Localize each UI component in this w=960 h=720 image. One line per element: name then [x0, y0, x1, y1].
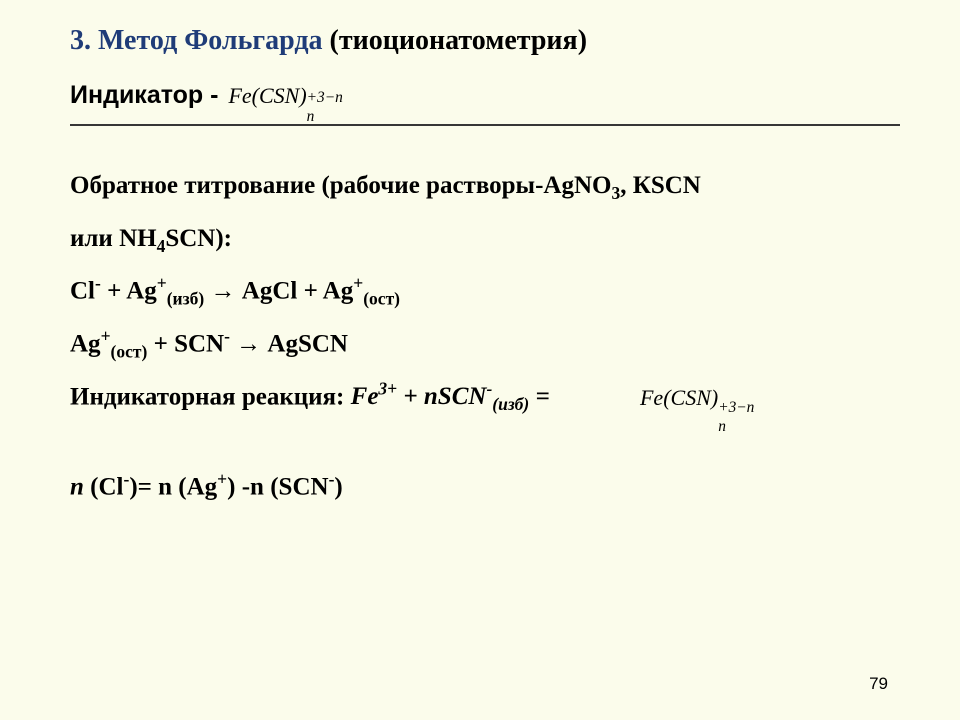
formula-sup: +3−n	[307, 89, 343, 107]
eq1-ag-sup: +	[157, 273, 167, 293]
eq2-arrow: →	[230, 330, 268, 357]
divider	[70, 124, 900, 126]
eq4-mid2: ) -n (SСN	[227, 474, 328, 501]
eq3-italic: Fe3+ + nSCN-(изб) =	[351, 383, 556, 410]
intro-part3-suffix: SCN):	[165, 225, 232, 252]
formula-sub: n	[307, 108, 315, 126]
eq3-plus-n: + nSCN	[397, 383, 486, 410]
eq1-ost: (ост)	[363, 288, 400, 308]
eq3-result-formula: Fe(CSN)+3−nn	[636, 375, 718, 421]
formula-base: Fe(CSN)	[228, 83, 306, 108]
eq3-izb: (изб)	[492, 394, 529, 414]
eq2-ag-sup: +	[101, 326, 111, 346]
slide: 3. Метод Фольгарда (тиоционатометрия) Ин…	[0, 0, 960, 720]
eq1-plus: + Ag	[101, 277, 157, 304]
eq1-ag-sup2: +	[353, 273, 363, 293]
eq3-equals: =	[529, 383, 556, 410]
eq4-n-open: n	[70, 474, 90, 501]
body-text: Обратное титрование (рабочие растворы-Ag…	[70, 160, 900, 514]
eq3-formula-sub: n	[718, 411, 726, 443]
eq2-agscn: AgSCN	[267, 330, 348, 357]
eq2-ag: Ag	[70, 330, 101, 357]
intro-part1: Обратное титрование (рабочие растворы-Ag…	[70, 172, 611, 199]
indicator-line: Индикатор - Fe(CSN)+3−nn	[70, 81, 900, 110]
eq2-ost: (ост)	[111, 341, 148, 361]
eq3-fe-sup: 3+	[378, 379, 397, 399]
eq4-mid: )= n (Ag	[129, 474, 217, 501]
eq2-plus: + SCN	[147, 330, 224, 357]
slide-title: 3. Метод Фольгарда (тиоционатометрия)	[70, 25, 900, 57]
eq4-close: )	[334, 474, 342, 501]
eq4-mid-wrap: )= n (Ag	[129, 474, 217, 501]
intro-line-1: Обратное титрование (рабочие растворы-Ag…	[70, 160, 900, 213]
page-number: 79	[869, 674, 888, 694]
title-rest: (тиоционатометрия)	[330, 25, 588, 56]
equation-2: Ag+(ост) + SCN- → AgSCN	[70, 318, 900, 371]
eq1-arrow: →	[204, 277, 242, 304]
eq3-label: Индикаторная реакция:	[70, 383, 351, 410]
intro-line-2: или NH4SCN):	[70, 213, 900, 266]
eq1-izb: (изб)	[167, 288, 205, 308]
indicator-formula: Fe(CSN)+3−nn	[228, 83, 306, 109]
equation-4: n (Cl-)= n (Ag+) -n (SСN-)	[70, 461, 900, 514]
eq4-ag-sup: +	[217, 469, 227, 489]
equation-1: Cl- + Ag+(изб) → AgCl + Ag+(ост)	[70, 265, 900, 318]
eq3-formula-base: Fe(CSN)	[640, 385, 718, 410]
title-prefix: 3. Метод Фольгарда	[70, 25, 330, 56]
indicator-label: Индикатор -	[70, 81, 218, 110]
spacer	[70, 423, 900, 461]
intro-part3-prefix: или NH	[70, 225, 157, 252]
intro-sub3: 3	[611, 183, 620, 203]
equation-3: Индикаторная реакция: Fe3+ + nSCN-(изб) …	[70, 371, 900, 424]
eq1-cl: Cl	[70, 277, 95, 304]
eq1-agcl: AgCl + Ag	[242, 277, 353, 304]
eq4-cl: (Cl	[90, 474, 123, 501]
eq3-fe: Fe	[351, 383, 379, 410]
intro-part2: , КSСN	[620, 172, 701, 199]
